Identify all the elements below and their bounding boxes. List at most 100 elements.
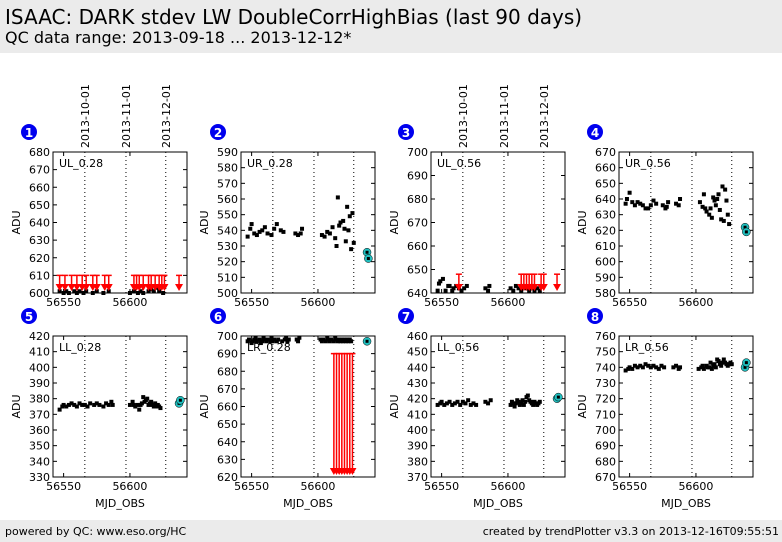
data-point: [701, 192, 706, 197]
y-axis-label: ADU: [10, 394, 23, 418]
x-axis-label: MJD_OBS: [95, 497, 145, 510]
outlier-arrow: [55, 284, 64, 291]
data-point: [61, 402, 66, 407]
data-point: [286, 337, 291, 342]
data-point: [106, 402, 111, 407]
data-point: [716, 359, 721, 364]
panel-number: 3: [402, 126, 410, 140]
data-point: [284, 335, 289, 340]
data-point: [712, 198, 717, 203]
y-tick-label: 590: [595, 271, 616, 284]
data-point: [483, 286, 488, 291]
y-axis-label: ADU: [388, 394, 401, 418]
data-point: [671, 365, 676, 370]
y-tick-label: 670: [595, 471, 616, 484]
panel-number-badge: [398, 308, 414, 324]
data-point: [435, 402, 440, 407]
data-point: [651, 363, 656, 368]
data-point: [335, 195, 340, 200]
y-tick-label: 360: [29, 424, 50, 437]
data-point: [349, 247, 354, 252]
data-point: [349, 339, 354, 344]
data-point: [664, 204, 669, 209]
y-tick-label: 650: [217, 418, 238, 431]
data-point: [696, 366, 701, 371]
data-point: [511, 288, 516, 293]
data-point: [341, 218, 346, 223]
x-tick-label: 56600: [490, 296, 525, 309]
y-tick-label: 350: [29, 440, 50, 453]
data-point: [508, 402, 513, 407]
data-point: [488, 398, 493, 403]
y-tick-label: 650: [29, 199, 50, 212]
y-tick-label: 700: [595, 424, 616, 437]
y-tick-label: 380: [407, 455, 428, 468]
data-point: [110, 402, 115, 407]
data-point: [708, 206, 713, 211]
outlier-arrow: [454, 284, 463, 291]
data-point: [709, 366, 714, 371]
y-tick-label: 610: [595, 240, 616, 253]
latest-point-center: [365, 250, 369, 254]
data-point: [245, 234, 250, 239]
data-point: [436, 281, 441, 286]
data-point: [720, 360, 725, 365]
data-point: [343, 239, 348, 244]
data-point: [713, 203, 718, 208]
latest-point-center: [744, 361, 748, 365]
data-point: [654, 365, 659, 370]
panel-label: UR_0.56: [625, 157, 671, 170]
data-point: [94, 401, 99, 406]
y-tick-label: 620: [217, 471, 238, 484]
data-point: [440, 276, 445, 281]
data-point: [257, 229, 262, 234]
data-point: [516, 286, 521, 291]
data-point: [632, 363, 637, 368]
data-point: [525, 393, 530, 398]
panel-number: 8: [591, 310, 599, 324]
data-point: [104, 401, 109, 406]
data-point: [624, 197, 629, 201]
data-point: [80, 402, 85, 407]
data-point: [346, 228, 351, 233]
x-tick-label: 56550: [234, 296, 269, 309]
data-point: [450, 288, 455, 293]
data-point: [272, 226, 277, 231]
data-point: [451, 286, 456, 291]
date-marker-label: 2013-10-01: [79, 84, 92, 148]
data-point: [333, 236, 338, 241]
data-point: [66, 402, 71, 407]
data-point: [69, 401, 74, 406]
data-point: [700, 363, 705, 368]
latest-point-center: [744, 230, 748, 234]
panel-6: 620 630 640 650 660 670 680 690 700 56550 56600 ADU…: [198, 308, 376, 510]
date-marker-label: 2013-11-01: [120, 84, 133, 148]
x-axis-label: MJD_OBS: [283, 497, 333, 510]
outlier-arrow: [67, 284, 76, 291]
data-point: [321, 337, 326, 342]
data-point: [141, 291, 146, 295]
data-point: [725, 212, 730, 217]
data-point: [513, 283, 518, 288]
y-tick-label: 660: [217, 401, 238, 414]
y-tick-label: 650: [407, 264, 428, 277]
plot-frame: [240, 151, 376, 294]
y-tick-label: 700: [217, 330, 238, 343]
x-tick-label: 56550: [234, 480, 269, 493]
data-point: [57, 407, 62, 412]
data-point: [351, 240, 356, 245]
y-tick-label: 570: [217, 177, 238, 190]
panel-number-badge: [587, 124, 603, 140]
y-tick-label: 370: [407, 471, 428, 484]
data-point: [296, 233, 301, 238]
outlier-arrow: [82, 284, 91, 291]
trend-plots: 2013-10-01 2013-11-01 2013-12-016006106206…: [10, 84, 754, 510]
data-point: [676, 203, 681, 208]
data-point: [135, 291, 140, 295]
data-point: [334, 244, 339, 248]
data-point: [141, 395, 146, 400]
panel-label: UL_0.56: [437, 157, 481, 170]
data-point: [466, 398, 471, 403]
data-point: [519, 401, 524, 406]
data-point: [161, 291, 166, 295]
